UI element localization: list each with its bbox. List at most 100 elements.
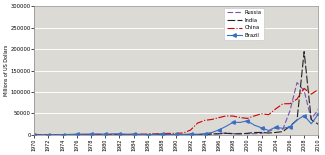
Brazil bbox=[231, 121, 235, 123]
India bbox=[146, 134, 150, 136]
Russia bbox=[146, 134, 150, 136]
China bbox=[167, 133, 171, 134]
Brazil bbox=[309, 123, 313, 125]
China bbox=[32, 134, 36, 136]
Russia bbox=[260, 132, 264, 134]
Brazil bbox=[274, 126, 278, 128]
China bbox=[174, 132, 178, 134]
Russia bbox=[39, 134, 43, 136]
China bbox=[288, 103, 292, 105]
India bbox=[260, 132, 264, 133]
Russia bbox=[295, 82, 299, 84]
Russia bbox=[174, 134, 178, 136]
Brazil bbox=[139, 133, 143, 135]
China bbox=[181, 132, 185, 134]
India bbox=[153, 134, 157, 136]
India bbox=[203, 134, 207, 135]
Russia bbox=[316, 108, 320, 110]
Brazil bbox=[89, 133, 93, 135]
Brazil bbox=[125, 133, 129, 135]
Russia bbox=[32, 134, 36, 136]
China bbox=[146, 133, 150, 135]
Brazil bbox=[132, 133, 136, 135]
China bbox=[61, 134, 65, 136]
Brazil bbox=[118, 133, 122, 135]
China bbox=[253, 115, 256, 117]
Russia bbox=[118, 134, 122, 136]
Russia bbox=[54, 134, 58, 136]
China bbox=[203, 120, 207, 121]
Russia bbox=[139, 134, 143, 136]
India bbox=[125, 134, 129, 136]
Russia bbox=[160, 134, 164, 136]
Brazil bbox=[54, 134, 58, 136]
Brazil bbox=[167, 133, 171, 135]
Russia bbox=[153, 134, 157, 136]
China bbox=[46, 134, 50, 136]
India bbox=[89, 134, 93, 136]
Brazil bbox=[146, 134, 150, 136]
Russia bbox=[210, 133, 214, 135]
China bbox=[267, 114, 271, 116]
China bbox=[153, 133, 157, 135]
China bbox=[111, 134, 114, 136]
India bbox=[281, 131, 285, 133]
China bbox=[103, 134, 107, 136]
India bbox=[54, 134, 58, 136]
India bbox=[245, 132, 249, 134]
Brazil bbox=[210, 132, 214, 133]
Brazil bbox=[82, 133, 86, 135]
India bbox=[274, 131, 278, 133]
Russia bbox=[281, 128, 285, 130]
Legend: Russia, India, China, Brazil: Russia, India, China, Brazil bbox=[224, 8, 264, 40]
India bbox=[295, 119, 299, 121]
Line: Russia: Russia bbox=[34, 83, 318, 135]
Russia bbox=[274, 127, 278, 129]
India bbox=[96, 134, 100, 136]
Russia bbox=[181, 134, 185, 136]
China bbox=[217, 117, 221, 119]
Brazil bbox=[253, 124, 256, 126]
Russia bbox=[68, 134, 72, 136]
India bbox=[210, 133, 214, 135]
China bbox=[54, 134, 58, 136]
China bbox=[245, 117, 249, 119]
China bbox=[75, 134, 79, 136]
Line: China: China bbox=[34, 88, 318, 135]
Russia bbox=[217, 133, 221, 135]
Brazil bbox=[267, 130, 271, 131]
India bbox=[309, 119, 313, 121]
China bbox=[210, 119, 214, 120]
India bbox=[160, 134, 164, 136]
Russia bbox=[196, 134, 200, 135]
China bbox=[89, 134, 93, 136]
China bbox=[139, 133, 143, 135]
China bbox=[125, 134, 129, 135]
India bbox=[103, 134, 107, 136]
Russia bbox=[203, 134, 207, 135]
Russia bbox=[111, 134, 114, 136]
China bbox=[160, 133, 164, 134]
China bbox=[39, 134, 43, 136]
India bbox=[188, 134, 192, 136]
Russia bbox=[89, 134, 93, 136]
Brazil bbox=[203, 133, 207, 134]
Brazil bbox=[46, 134, 50, 136]
China bbox=[260, 113, 264, 115]
Russia bbox=[132, 134, 136, 136]
Russia bbox=[231, 133, 235, 135]
China bbox=[118, 134, 122, 136]
India bbox=[167, 134, 171, 136]
China bbox=[281, 103, 285, 105]
Brazil bbox=[181, 133, 185, 135]
Brazil bbox=[153, 133, 157, 135]
India bbox=[267, 132, 271, 134]
Brazil bbox=[288, 126, 292, 128]
Brazil bbox=[75, 133, 79, 135]
China bbox=[316, 89, 320, 91]
India bbox=[46, 134, 50, 136]
India bbox=[75, 134, 79, 136]
Brazil bbox=[281, 127, 285, 129]
China bbox=[196, 122, 200, 124]
Brazil bbox=[96, 133, 100, 135]
